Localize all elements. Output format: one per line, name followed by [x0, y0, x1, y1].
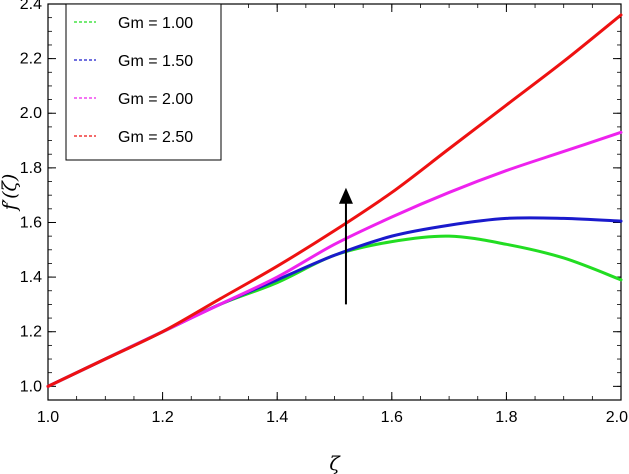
- arrow-head: [338, 187, 353, 204]
- series-line-4: [46, 13, 623, 388]
- x-tick-label: 1.0: [37, 409, 59, 426]
- y-tick-label: 1.4: [20, 269, 42, 286]
- y-axis: 1.0 1.2 1.4 1.6 1.8 2.0 2.2 2.4: [20, 0, 621, 395]
- y-tick-label: 1.2: [20, 324, 42, 341]
- y-tick-label: 2.4: [20, 0, 42, 13]
- x-tick-label: 2.0: [606, 409, 628, 426]
- y-tick-label: 1.8: [20, 160, 42, 177]
- y-tick-label: 2.2: [20, 51, 42, 68]
- legend-box: [65, 3, 222, 161]
- legend-label-3: Gm = 2.00: [118, 91, 193, 108]
- series-line-1: [46, 234, 623, 388]
- x-axis-title: ζ: [329, 453, 341, 474]
- x-tick-label: 1.8: [495, 409, 517, 426]
- legend-label-2: Gm = 1.50: [118, 53, 193, 70]
- annotations: [338, 187, 353, 305]
- series-line-3: [46, 130, 623, 388]
- legend: Gm = 1.00 Gm = 1.50 Gm = 2.00 Gm = 2.50: [65, 3, 222, 161]
- y-axis-title: f′(ζ): [0, 174, 21, 212]
- x-axis: 1.0 1.2 1.4 1.6 1.8 2.0: [37, 4, 628, 426]
- series-lines: [46, 13, 623, 388]
- x-tick-label: 1.2: [151, 409, 173, 426]
- y-tick-label: 1.0: [20, 378, 42, 395]
- legend-label-1: Gm = 1.00: [118, 15, 193, 32]
- x-tick-label: 1.6: [381, 409, 403, 426]
- y-tick-label: 2.0: [20, 105, 42, 122]
- x-tick-label: 1.4: [266, 409, 288, 426]
- legend-label-4: Gm = 2.50: [118, 129, 193, 146]
- y-tick-label: 1.6: [20, 214, 42, 231]
